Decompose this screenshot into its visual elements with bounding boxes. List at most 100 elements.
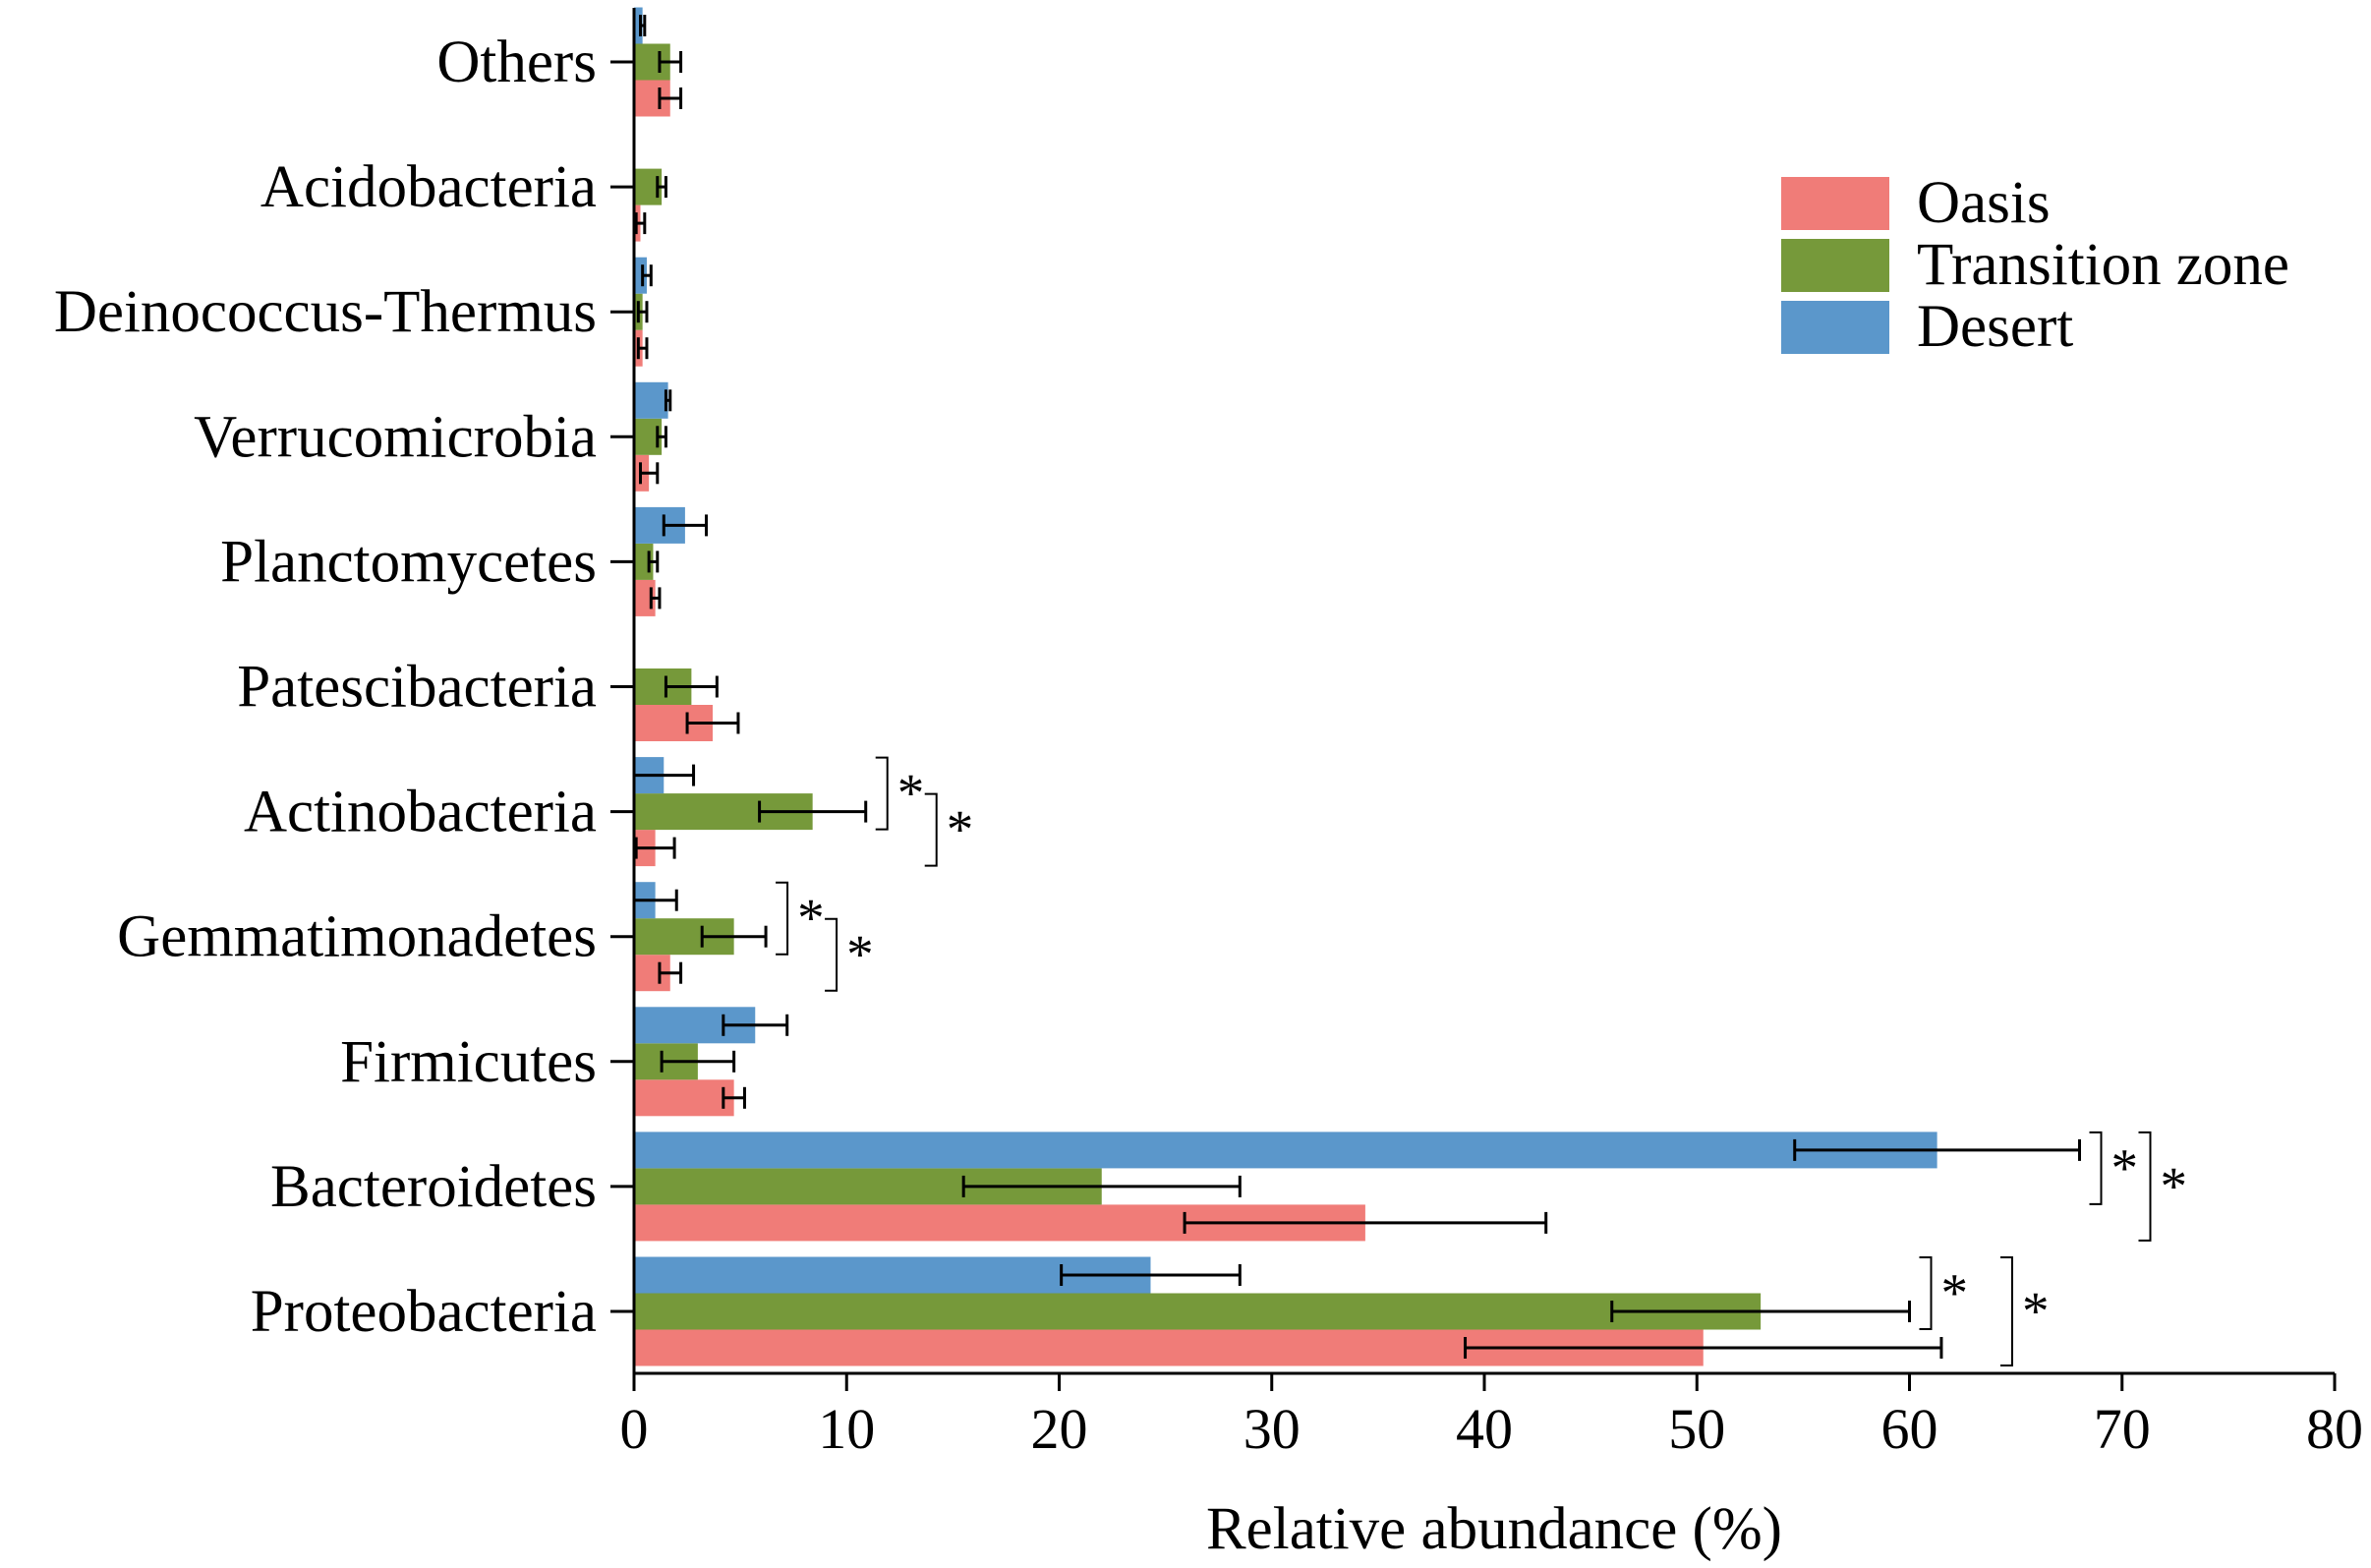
significance-star: *: [797, 888, 825, 948]
y-category-label: Bacteroidetes: [270, 1154, 597, 1220]
error-bar-oasis-proteobacteria: [1464, 1337, 1943, 1359]
significance-star: *: [897, 763, 925, 823]
legend-swatch: [1781, 177, 1889, 230]
error-bar-transition-zone-patescibacteria: [664, 675, 719, 698]
bar-oasis-firmicutes: [634, 1079, 734, 1117]
x-tick-label: 20: [1031, 1397, 1088, 1461]
x-tick-label: 10: [818, 1397, 875, 1461]
significance-bracket: [1999, 1256, 2013, 1366]
y-category-actinobacteria: Actinobacteria: [244, 780, 634, 845]
error-bar-desert-firmicutes: [722, 1014, 789, 1036]
error-bar-desert-proteobacteria: [1060, 1264, 1242, 1286]
significance-bracket: [875, 756, 889, 831]
error-bar-oasis-deinococcus-thermus: [636, 337, 649, 360]
error-bar-oasis-patescibacteria: [685, 712, 740, 734]
x-tick-30: 30: [1243, 1373, 1301, 1461]
x-tick-label: 40: [1456, 1397, 1513, 1461]
significance-star: *: [2161, 1156, 2188, 1216]
error-bar-oasis-planctomycetes: [649, 587, 662, 610]
legend-label: Oasis: [1917, 170, 2051, 236]
significance-actinobacteria-0: *: [875, 756, 925, 831]
bars-layer: [634, 7, 1937, 1366]
x-tick-label: 0: [620, 1397, 649, 1461]
legend-swatch: [1781, 301, 1889, 354]
x-tick-40: 40: [1456, 1373, 1513, 1461]
significance-bacteroidetes-1: *: [2138, 1131, 2188, 1242]
bar-desert-others: [634, 7, 643, 44]
significance-proteobacteria-1: *: [1999, 1256, 2050, 1366]
error-bar-transition-zone-planctomycetes: [647, 551, 660, 573]
y-categories-layer: Others Acidobacteria Deinococcus-Thermus Ve…: [54, 29, 634, 1345]
error-bar-transition-zone-deinococcus-thermus: [636, 301, 649, 323]
error-bar-transition-zone-others: [658, 51, 683, 73]
significance-bracket: [776, 881, 789, 956]
significance-star: *: [2022, 1281, 2050, 1341]
error-bar-transition-zone-proteobacteria: [1610, 1301, 1911, 1322]
legend-item-desert: Desert: [1781, 294, 2073, 360]
error-bar-desert-planctomycetes: [662, 514, 709, 537]
y-category-proteobacteria: Proteobacteria: [251, 1279, 634, 1345]
y-category-verrucomicrobia: Verrucomicrobia: [194, 404, 634, 470]
x-tick-60: 60: [1881, 1373, 1938, 1461]
error-bar-transition-zone-bacteroidetes: [961, 1175, 1242, 1197]
y-category-label: Acidobacteria: [260, 154, 597, 220]
y-category-gemmatimonadetes: Gemmatimonadetes: [117, 904, 634, 970]
legend-swatch: [1781, 239, 1889, 292]
error-bar-oasis-acidobacteria: [634, 212, 647, 235]
legend-label: Desert: [1917, 294, 2073, 360]
bar-desert-bacteroidetes: [634, 1132, 1937, 1169]
y-category-planctomycetes: Planctomycetes: [220, 529, 634, 595]
y-category-label: Gemmatimonadetes: [117, 904, 597, 970]
error-bar-transition-zone-gemmatimonadetes: [700, 925, 768, 948]
x-tick-label: 60: [1881, 1397, 1938, 1461]
x-tick-80: 80: [2306, 1373, 2363, 1461]
bar-transition-zone-proteobacteria: [634, 1293, 1762, 1330]
y-category-others: Others: [436, 29, 634, 95]
y-category-label: Others: [436, 29, 597, 95]
significance-bracket: [924, 792, 938, 867]
significance-gemmatimonadetes-0: *: [776, 881, 825, 956]
error-bar-oasis-bacteroidetes: [1183, 1211, 1548, 1234]
error-bar-transition-zone-actinobacteria: [758, 800, 868, 823]
x-tick-0: 0: [620, 1373, 649, 1461]
bar-desert-verrucomicrobia: [634, 381, 668, 419]
y-category-bacteroidetes: Bacteroidetes: [270, 1154, 634, 1220]
significance-gemmatimonadetes-1: *: [825, 917, 874, 992]
error-bar-oasis-others: [658, 87, 683, 109]
error-bar-transition-zone-firmicutes: [660, 1050, 736, 1073]
error-bar-desert-others: [638, 15, 647, 36]
x-tick-50: 50: [1668, 1373, 1725, 1461]
error-bar-transition-zone-verrucomicrobia: [656, 426, 667, 448]
x-tick-label: 80: [2306, 1397, 2363, 1461]
significance-bacteroidetes-0: *: [2089, 1131, 2139, 1205]
y-category-patescibacteria: Patescibacteria: [237, 655, 634, 721]
legend-label: Transition zone: [1917, 232, 2289, 298]
x-axis-title: Relative abundance (%): [1206, 1496, 1782, 1562]
y-category-acidobacteria: Acidobacteria: [260, 154, 634, 220]
significance-star: *: [2111, 1137, 2139, 1197]
x-tick-10: 10: [818, 1373, 875, 1461]
error-bar-desert-deinococcus-thermus: [641, 264, 653, 287]
y-category-label: Planctomycetes: [220, 529, 597, 595]
error-bars-layer: [632, 15, 2081, 1359]
significance-bracket: [2138, 1131, 2152, 1242]
x-tick-label: 50: [1668, 1397, 1725, 1461]
significance-bracket: [1919, 1256, 1933, 1330]
y-category-label: Firmicutes: [340, 1029, 597, 1095]
significance-bracket: [825, 917, 839, 992]
error-bar-oasis-actinobacteria: [634, 837, 676, 859]
error-bar-oasis-firmicutes: [722, 1086, 746, 1109]
y-category-firmicutes: Firmicutes: [340, 1029, 634, 1095]
x-tick-70: 70: [2094, 1373, 2151, 1461]
error-bar-oasis-verrucomicrobia: [638, 462, 660, 485]
error-bar-transition-zone-acidobacteria: [656, 176, 667, 199]
error-bar-desert-bacteroidetes: [1793, 1138, 2081, 1161]
legend-item-oasis: Oasis: [1781, 170, 2051, 236]
y-category-label: Verrucomicrobia: [194, 404, 597, 470]
x-tick-20: 20: [1031, 1373, 1088, 1461]
legend-item-transition-zone: Transition zone: [1781, 232, 2289, 298]
error-bar-oasis-gemmatimonadetes: [658, 961, 683, 984]
significance-actinobacteria-1: *: [924, 792, 973, 867]
